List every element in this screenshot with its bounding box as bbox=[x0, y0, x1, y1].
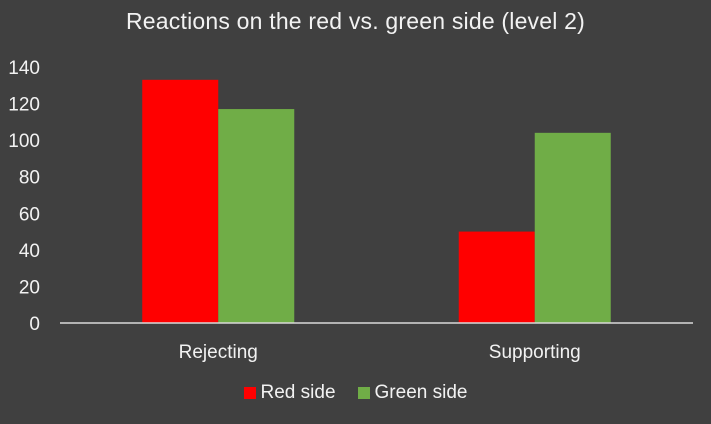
legend-swatch-green bbox=[357, 387, 370, 399]
bars bbox=[142, 79, 611, 323]
legend: Red side Green side bbox=[0, 382, 711, 404]
y-tick-label-80: 80 bbox=[19, 168, 40, 189]
y-tick-label-100: 100 bbox=[8, 131, 40, 152]
bar-green-side-rejecting bbox=[218, 109, 295, 323]
y-tick-label-20: 20 bbox=[19, 277, 40, 298]
y-tick-label-140: 140 bbox=[8, 58, 40, 79]
x-axis: Rejecting Supporting bbox=[179, 342, 581, 363]
x-tick-label-supporting: Supporting bbox=[489, 342, 581, 363]
x-tick-label-rejecting: Rejecting bbox=[179, 342, 258, 363]
y-tick-label-60: 60 bbox=[19, 204, 40, 225]
legend-swatch-red bbox=[243, 387, 256, 399]
bar-green-side-supporting bbox=[534, 132, 611, 323]
y-tick-label-40: 40 bbox=[19, 241, 40, 262]
bar-red-side-supporting bbox=[458, 231, 535, 323]
legend-label-green-side: Green side bbox=[374, 382, 468, 403]
chart-title: Reactions on the red vs. green side (lev… bbox=[125, 8, 586, 34]
legend-item-green-side: Green side bbox=[357, 382, 468, 404]
legend-item-red-side: Red side bbox=[243, 382, 336, 404]
y-axis: 0 20 40 60 80 100 120 140 bbox=[8, 58, 40, 335]
y-tick-label-0: 0 bbox=[29, 314, 40, 335]
legend-label-red-side: Red side bbox=[260, 382, 336, 403]
y-tick-label-120: 120 bbox=[8, 95, 40, 116]
bar-red-side-rejecting bbox=[142, 79, 219, 323]
